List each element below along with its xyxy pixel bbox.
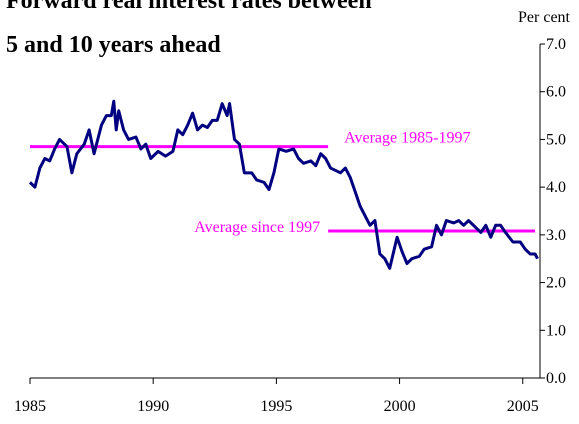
y-tick-label: 6.0 — [546, 84, 566, 101]
y-unit-label: Per cent — [518, 9, 571, 26]
chart-title: Forward real interest rates between — [6, 0, 372, 14]
x-tick-label: 1985 — [14, 398, 46, 415]
reference-label: Average 1985-1997 — [344, 130, 470, 147]
y-tick-label: 4.0 — [546, 179, 566, 196]
x-tick-label: 2000 — [384, 398, 416, 415]
x-tick-label: 2005 — [507, 398, 539, 415]
y-tick-label: 1.0 — [546, 322, 566, 339]
y-tick-label: 3.0 — [546, 227, 566, 244]
x-tick-label: 1995 — [260, 398, 292, 415]
y-tick-label: 5.0 — [546, 131, 566, 148]
x-tick-label: 1990 — [137, 398, 169, 415]
y-tick-label: 2.0 — [546, 275, 566, 292]
y-tick-label: 0.0 — [546, 370, 566, 387]
reference-label: Average since 1997 — [194, 219, 320, 236]
chart-title: 5 and 10 years ahead — [6, 32, 221, 58]
y-tick-label: 7.0 — [546, 36, 566, 53]
data-line — [28, 99, 539, 270]
